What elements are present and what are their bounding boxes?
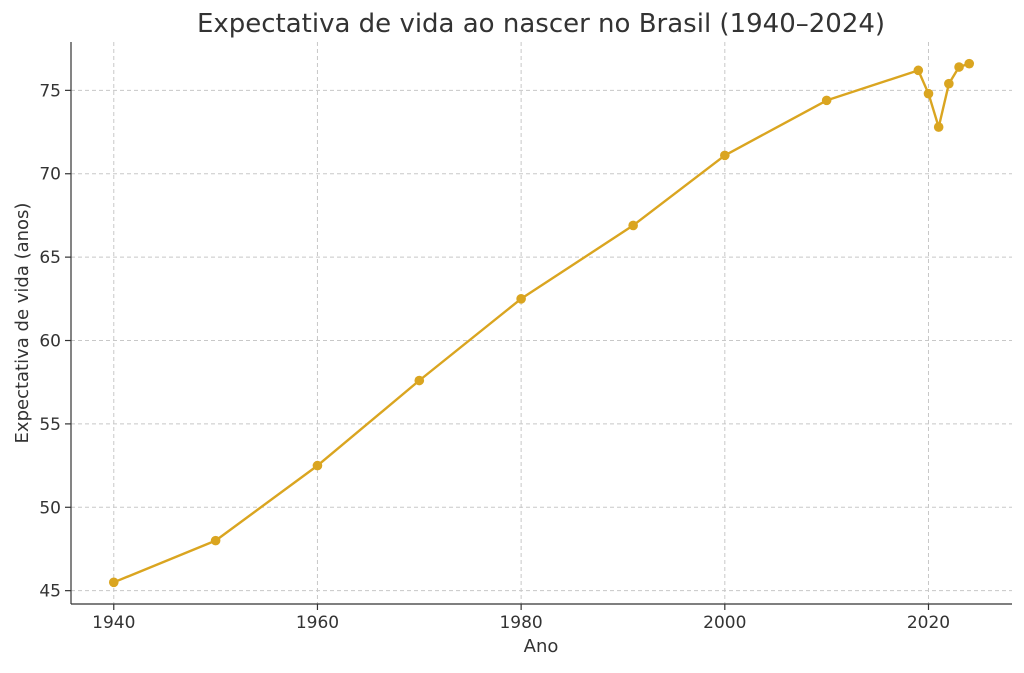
y-tick-label-65: 65 (39, 248, 61, 268)
data-point-2019 (913, 65, 924, 76)
data-point-2010 (821, 95, 832, 106)
data-point-2000 (720, 150, 730, 161)
data-point-2024 (964, 58, 975, 69)
data-point-2021 (933, 122, 944, 132)
y-tick-label-45: 45 (39, 582, 61, 602)
x-tick-label-2000: 2000 (703, 613, 746, 633)
x-tick-label-2020: 2020 (907, 613, 950, 633)
x-tick-label-1960: 1960 (296, 613, 339, 633)
axes (70, 42, 1012, 605)
x-axis-label: Ano (524, 636, 559, 657)
grid (71, 42, 1012, 604)
y-tick-label-75: 75 (39, 81, 61, 101)
data-point-2020 (923, 88, 934, 99)
x-tick-label-1980: 1980 (499, 613, 542, 633)
data-point-1950 (210, 535, 221, 546)
y-tick-label-50: 50 (39, 498, 61, 518)
data-point-2022 (944, 78, 954, 89)
x-axis-ticks: 1940 1960 1980 2000 2020 (92, 604, 950, 633)
data-point-1970 (414, 375, 425, 386)
series (108, 58, 975, 588)
x-tick-label-1940: 1940 (92, 613, 135, 633)
data-point-1980 (516, 294, 526, 304)
data-point-2023 (954, 62, 964, 72)
data-point-1960 (312, 460, 323, 471)
y-tick-label-70: 70 (39, 165, 61, 185)
y-tick-label-55: 55 (39, 415, 61, 435)
y-axis-label: Expectativa de vida (anos) (12, 203, 33, 444)
data-point-1940 (108, 577, 119, 588)
series-line-0 (113, 62, 970, 584)
chart-title: Expectativa de vida ao nascer no Brasil … (197, 9, 885, 39)
y-tick-label-60: 60 (39, 332, 61, 352)
data-point-1991 (628, 220, 638, 231)
y-axis-ticks: 45 50 55 60 65 70 75 (39, 81, 71, 602)
